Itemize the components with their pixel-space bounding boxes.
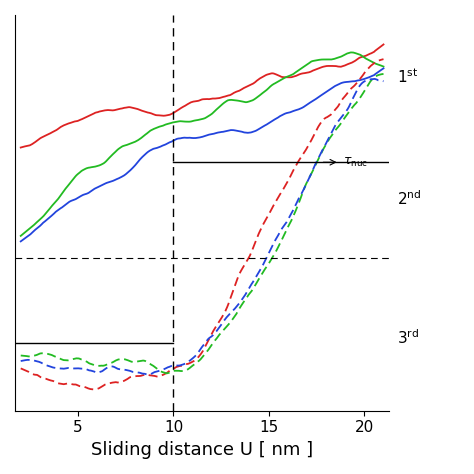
X-axis label: Sliding distance U [ nm ]: Sliding distance U [ nm ]	[91, 441, 313, 459]
Text: 3$^{\rm rd}$: 3$^{\rm rd}$	[397, 328, 419, 347]
Text: 2$^{\rm nd}$: 2$^{\rm nd}$	[397, 190, 421, 209]
Text: $\tau_{\rm nuc}$: $\tau_{\rm nuc}$	[343, 155, 368, 169]
Text: 1$^{\rm st}$: 1$^{\rm st}$	[397, 67, 418, 86]
